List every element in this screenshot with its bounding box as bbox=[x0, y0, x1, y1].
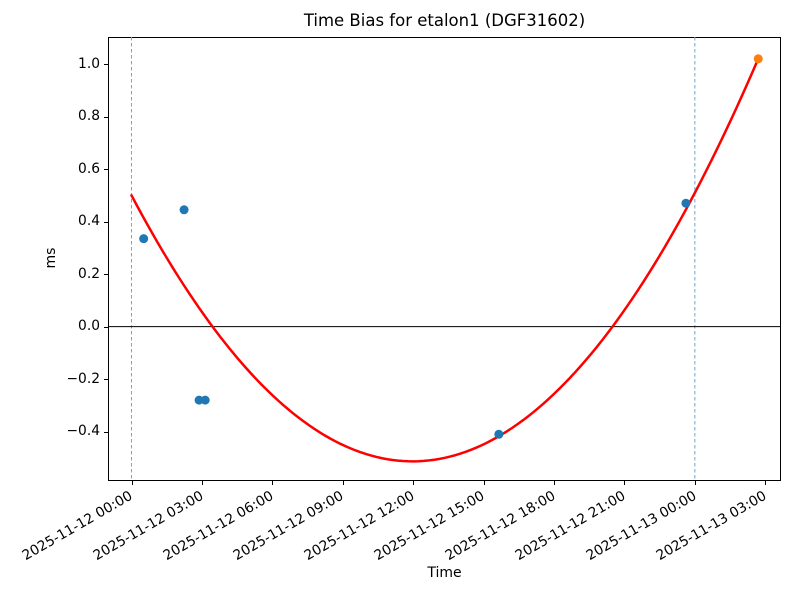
y-tick-label: 1.0 bbox=[78, 55, 100, 72]
y-tick-mark bbox=[104, 431, 108, 433]
plot-area bbox=[108, 37, 781, 481]
measurements-point bbox=[494, 429, 504, 439]
x-tick-mark bbox=[413, 481, 415, 485]
x-tick-mark bbox=[554, 481, 555, 485]
y-tick-mark bbox=[104, 116, 108, 118]
plot-canvas bbox=[108, 37, 781, 481]
x-tick-mark bbox=[765, 481, 767, 485]
x-tick-mark bbox=[694, 481, 696, 485]
measurements-point bbox=[681, 198, 691, 208]
x-tick-mark bbox=[483, 481, 485, 485]
measurements-point bbox=[139, 234, 149, 244]
x-tick-mark bbox=[201, 481, 203, 485]
y-tick-label: −0.2 bbox=[66, 370, 100, 387]
x-tick-mark bbox=[342, 481, 344, 485]
x-tick-mark bbox=[131, 481, 133, 485]
y-tick-label: 0.0 bbox=[78, 318, 100, 335]
x-axis-label: Time bbox=[427, 565, 462, 581]
y-tick-mark bbox=[104, 221, 108, 223]
measurements-point bbox=[179, 205, 189, 215]
y-tick-mark bbox=[104, 379, 108, 381]
y-tick-mark bbox=[104, 326, 108, 328]
x-tick-mark bbox=[272, 481, 274, 485]
x-tick-mark bbox=[624, 481, 626, 485]
y-tick-mark bbox=[104, 169, 108, 171]
y-tick-label: 0.2 bbox=[78, 265, 100, 282]
y-axis-label: ms bbox=[43, 247, 59, 269]
y-tick-label: 0.6 bbox=[78, 160, 100, 177]
y-tick-label: −0.4 bbox=[66, 423, 100, 440]
measurements-point bbox=[200, 395, 210, 405]
y-tick-label: 0.8 bbox=[78, 108, 100, 125]
latest-measurement-point bbox=[753, 54, 763, 64]
y-tick-mark bbox=[104, 274, 108, 276]
chart-title: Time Bias for etalon1 (DGF31602) bbox=[303, 11, 586, 30]
y-tick-label: 0.4 bbox=[78, 213, 100, 230]
y-tick-mark bbox=[104, 64, 108, 65]
fit-curve-line bbox=[130, 57, 760, 463]
